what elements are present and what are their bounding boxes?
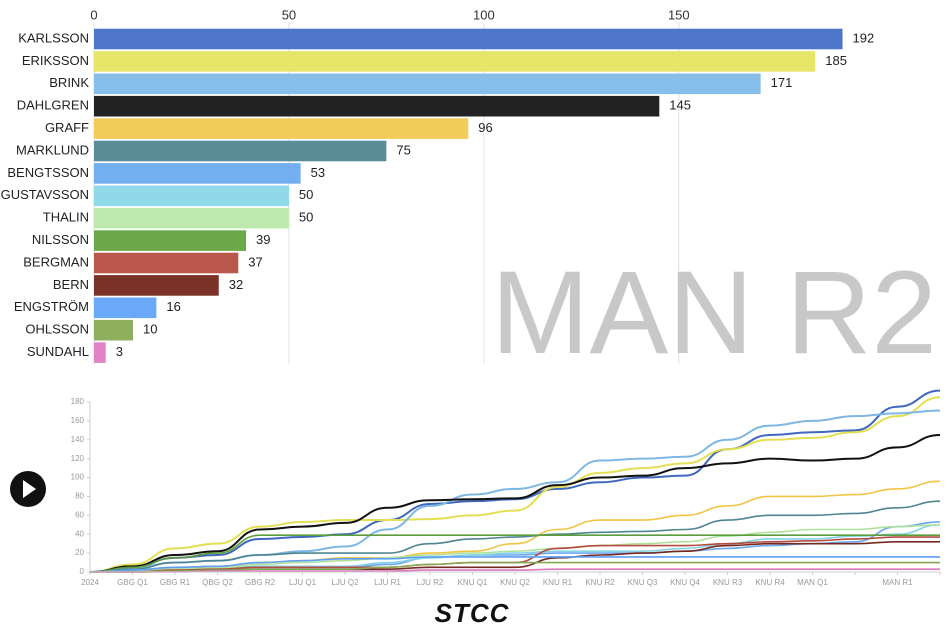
- category-label: SUNDAHL: [27, 344, 89, 359]
- series-line: [89, 561, 940, 573]
- value-label: 39: [256, 232, 270, 247]
- value-label: 192: [853, 30, 875, 45]
- series-line: [89, 534, 940, 573]
- category-label: BERN: [53, 277, 89, 292]
- value-label: 50: [299, 187, 313, 202]
- bar: [94, 28, 843, 50]
- category-label: KARLSSON: [18, 30, 89, 45]
- category-label: BRINK: [49, 75, 89, 90]
- x-tick-label: LJU Q1: [289, 578, 317, 587]
- y-tick-label: 180: [71, 397, 85, 406]
- x-tick-label: LJU R2: [417, 578, 444, 587]
- x-tick-label: MAN R1: [882, 578, 913, 587]
- y-tick-label: 120: [71, 454, 85, 463]
- round-label: MAN R2: [491, 247, 937, 379]
- value-label: 16: [166, 299, 180, 314]
- bar: [94, 51, 816, 72]
- bar: [94, 230, 247, 251]
- bar: [94, 275, 219, 296]
- x-tick-label: MAN Q1: [797, 578, 828, 587]
- category-label: BENGTSSON: [7, 165, 89, 180]
- series-line: [89, 389, 941, 573]
- series-line: [89, 556, 941, 573]
- category-label: THALIN: [43, 210, 89, 225]
- y-tick-label: 160: [71, 416, 85, 425]
- series-line: [89, 396, 941, 573]
- logo: STCC: [435, 598, 510, 628]
- x-tick-label: 2024: [81, 578, 99, 587]
- value-label: 53: [311, 165, 325, 180]
- bar: [94, 163, 301, 184]
- x-tick-label: GBG R2: [245, 578, 276, 587]
- x-tick-label: GBG Q1: [117, 578, 148, 587]
- category-label: GUSTAVSSON: [1, 187, 89, 202]
- series-line: [89, 500, 941, 573]
- y-tick-label: 0: [80, 567, 85, 576]
- bar: [94, 73, 761, 95]
- bar: [94, 140, 387, 162]
- x-tick-label: KNU R2: [585, 578, 615, 587]
- value-label: 171: [771, 75, 793, 90]
- category-label: ENGSTRÖM: [14, 299, 89, 314]
- category-label: NILSSON: [32, 232, 89, 247]
- x-tick-label: KNU R4: [755, 578, 785, 587]
- y-tick-label: 60: [75, 510, 84, 519]
- value-label: 3: [116, 344, 123, 359]
- value-label: 50: [299, 210, 313, 225]
- x-tick-label: KNU R3: [713, 578, 743, 587]
- value-label: 75: [396, 142, 410, 157]
- category-label: BERGMAN: [23, 254, 89, 269]
- bar: [94, 207, 289, 229]
- category-label: DAHLGREN: [17, 98, 89, 113]
- x-tick-label: 50: [282, 7, 296, 22]
- y-tick-label: 100: [71, 473, 85, 482]
- bar: [94, 185, 289, 207]
- category-label: GRAFF: [45, 120, 89, 135]
- value-label: 145: [669, 98, 691, 113]
- x-tick-label: KNU Q3: [628, 578, 658, 587]
- x-tick-label: KNU R1: [543, 578, 573, 587]
- category-label: OHLSSON: [25, 322, 89, 337]
- x-tick-label: 150: [668, 7, 690, 22]
- bar: [94, 319, 133, 341]
- series-line: [89, 523, 941, 573]
- value-label: 96: [478, 120, 492, 135]
- value-label: 185: [825, 53, 847, 68]
- x-tick-label: LJU Q2: [331, 578, 359, 587]
- value-label: 32: [229, 277, 243, 292]
- y-tick-label: 80: [75, 492, 84, 501]
- series-line: [89, 409, 941, 573]
- value-label: 10: [143, 322, 157, 337]
- value-label: 37: [248, 254, 262, 269]
- series-line: [89, 523, 941, 573]
- x-tick-label: 100: [473, 7, 495, 22]
- series-line: [89, 568, 940, 573]
- play-button[interactable]: [10, 471, 46, 507]
- x-tick-label: KNU Q1: [458, 578, 488, 587]
- y-tick-label: 140: [71, 435, 85, 444]
- category-label: ERIKSSON: [22, 53, 89, 68]
- y-tick-label: 40: [75, 529, 84, 538]
- bar: [94, 297, 157, 319]
- bar: [94, 95, 660, 117]
- bar: [94, 118, 469, 139]
- x-tick-label: LJU R1: [374, 578, 401, 587]
- series-line: [89, 434, 941, 573]
- bar: [94, 252, 239, 274]
- series-line: [89, 480, 941, 573]
- bar: [94, 342, 106, 363]
- x-tick-label: KNU Q2: [500, 578, 530, 587]
- x-tick-label: GBG R1: [160, 578, 191, 587]
- x-tick-label: 0: [90, 7, 97, 22]
- x-tick-label: KNU Q4: [670, 578, 700, 587]
- category-label: MARKLUND: [16, 142, 89, 157]
- x-tick-label: QBG Q2: [202, 578, 233, 587]
- y-tick-label: 20: [75, 548, 84, 557]
